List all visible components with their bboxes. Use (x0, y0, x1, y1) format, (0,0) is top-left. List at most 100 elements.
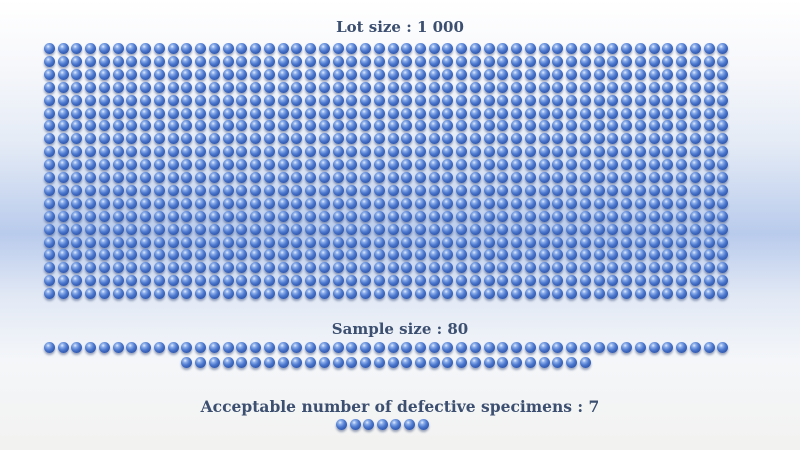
lot-sphere (263, 81, 275, 93)
lot-sphere (717, 55, 729, 67)
lot-sphere (71, 107, 83, 119)
lot-sphere (579, 107, 591, 119)
lot-sphere (112, 184, 124, 196)
lot-sphere (676, 68, 688, 80)
lot-sphere (483, 55, 495, 67)
sample-sphere (511, 357, 523, 368)
lot-sphere (305, 133, 317, 145)
lot-sphere (689, 236, 701, 248)
lot-sphere (250, 55, 262, 67)
sample-sphere (277, 342, 289, 353)
lot-sphere (401, 68, 413, 80)
lot-sphere (483, 262, 495, 274)
lot-sphere (305, 236, 317, 248)
lot-sphere (552, 275, 564, 287)
lot-sphere (167, 197, 179, 209)
lot-sphere (153, 249, 165, 261)
lot-sphere (236, 120, 248, 132)
lot-sphere (112, 197, 124, 209)
sample-sphere (195, 357, 207, 368)
lot-sphere (112, 249, 124, 261)
lot-sphere (98, 43, 110, 54)
lot-sphere (621, 146, 633, 158)
lot-sphere (332, 133, 344, 145)
lot-sphere (607, 107, 619, 119)
lot-sphere (703, 94, 715, 106)
lot-sphere (621, 107, 633, 119)
lot-sphere (662, 210, 674, 222)
lot-sphere (566, 223, 578, 235)
lot-sphere (593, 172, 605, 183)
lot-sphere (291, 172, 303, 183)
lot-sphere (469, 120, 481, 132)
lot-sphere (263, 133, 275, 145)
lot-sphere (236, 107, 248, 119)
lot-sphere (332, 210, 344, 222)
lot-sphere (126, 172, 138, 183)
lot-sphere (662, 81, 674, 93)
lot-sphere (621, 81, 633, 93)
lot-sphere (373, 133, 385, 145)
lot-sphere (98, 133, 110, 145)
lot-sphere (373, 81, 385, 93)
lot-sphere (318, 146, 330, 158)
lot-sphere (332, 146, 344, 158)
lot-sphere (291, 223, 303, 235)
sample-sphere (222, 357, 234, 368)
lot-sphere (44, 197, 55, 209)
sample-sphere (98, 342, 110, 353)
lot-sphere (85, 107, 97, 119)
lot-sphere (126, 43, 138, 54)
lot-sphere (318, 223, 330, 235)
lot-sphere (524, 159, 536, 171)
lot-sphere (552, 146, 564, 158)
lot-sphere (195, 184, 207, 196)
lot-sphere (305, 55, 317, 67)
sample-sphere (524, 342, 536, 353)
sample-sphere (579, 357, 591, 368)
lot-sphere (153, 159, 165, 171)
lot-sphere (332, 223, 344, 235)
lot-sphere (277, 236, 289, 248)
sample-sphere (566, 357, 578, 368)
lot-sphere (483, 81, 495, 93)
lot-sphere (483, 172, 495, 183)
lot-sphere (662, 172, 674, 183)
sample-sphere (263, 342, 275, 353)
lot-sphere (607, 288, 619, 300)
lot-sphere (236, 262, 248, 274)
lot-sphere (524, 288, 536, 300)
lot-sphere (648, 133, 660, 145)
lot-sphere (717, 210, 729, 222)
lot-sphere (717, 288, 729, 300)
lot-sphere (469, 43, 481, 54)
lot-sphere (346, 133, 358, 145)
lot-sphere (71, 68, 83, 80)
lot-sphere (483, 146, 495, 158)
lot-sphere (360, 223, 372, 235)
lot-sphere (71, 223, 83, 235)
lot-sphere (401, 197, 413, 209)
lot-sphere (305, 120, 317, 132)
lot-sphere (662, 68, 674, 80)
lot-sphere (456, 197, 468, 209)
lot-sphere (634, 159, 646, 171)
lot-sphere (208, 249, 220, 261)
lot-sphere (98, 223, 110, 235)
lot-sphere (566, 159, 578, 171)
lot-sphere (524, 223, 536, 235)
lot-sphere (442, 210, 454, 222)
lot-sphere (236, 55, 248, 67)
lot-sphere (98, 249, 110, 261)
lot-sphere (140, 184, 152, 196)
lot-sphere (607, 159, 619, 171)
lot-sphere (689, 262, 701, 274)
lot-sphere (428, 210, 440, 222)
lot-sphere (222, 55, 234, 67)
lot-sphere (208, 275, 220, 287)
lot-sphere (208, 236, 220, 248)
lot-sphere (511, 55, 523, 67)
lot-sphere (263, 120, 275, 132)
lot-sphere (263, 146, 275, 158)
lot-sphere (648, 94, 660, 106)
